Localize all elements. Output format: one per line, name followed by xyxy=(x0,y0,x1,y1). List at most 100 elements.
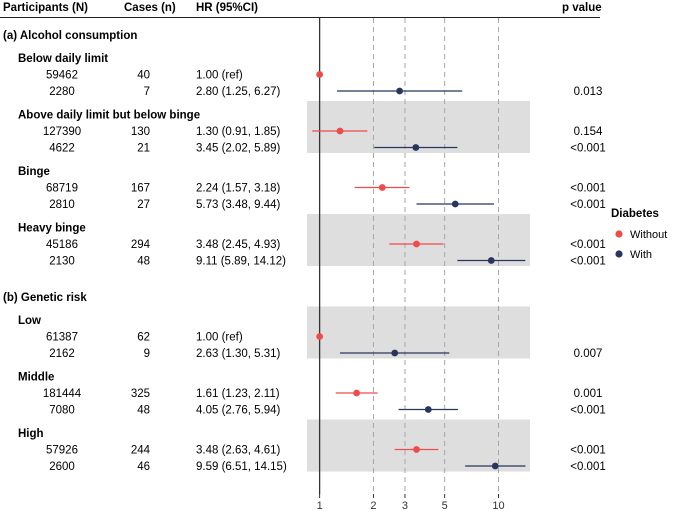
shaded-band xyxy=(307,214,530,266)
participants-cell: 2810 xyxy=(49,199,75,211)
legend: Diabetes Without With xyxy=(611,208,667,261)
legend-label: With xyxy=(630,249,652,261)
hr-ci-cell: 1.00 (ref) xyxy=(196,70,243,82)
cases-cell: 244 xyxy=(131,445,151,457)
participants-cell: 127390 xyxy=(43,126,81,138)
group-label: Middle xyxy=(18,372,54,384)
hr-point xyxy=(412,144,420,151)
shaded-band xyxy=(307,419,530,472)
hr-point xyxy=(413,446,420,453)
hr-point xyxy=(424,406,432,413)
shaded-bands xyxy=(307,101,530,472)
participants-cell: 2280 xyxy=(49,86,75,98)
p-value-cell: <0.001 xyxy=(570,256,606,268)
x-tick-label: 2 xyxy=(370,500,376,511)
hr-markers xyxy=(312,71,526,470)
p-value-cell: <0.001 xyxy=(570,183,606,195)
section-label: (b) Genetic risk xyxy=(3,292,87,304)
cases-cell: 294 xyxy=(131,239,151,251)
hr-point xyxy=(378,184,386,191)
cases-cell: 9 xyxy=(144,348,150,360)
cases-cell: 167 xyxy=(131,183,150,195)
group-label: Low xyxy=(18,315,41,327)
group-label: Below daily limit xyxy=(18,53,108,65)
dashed-gridlines xyxy=(318,18,500,494)
cases-cell: 40 xyxy=(137,70,150,82)
hr-ci-cell: 3.45 (2.02, 5.89) xyxy=(196,143,281,155)
group-label: Heavy binge xyxy=(18,223,86,235)
x-tick-label: 10 xyxy=(492,500,504,511)
header-hr: HR (95%CI) xyxy=(196,2,258,14)
hr-ci-cell: 2.80 (1.25, 6.27) xyxy=(196,86,281,98)
hr-ci-cell: 9.59 (6.51, 14.15) xyxy=(196,461,287,473)
x-axis: 1 2 3 5 10 xyxy=(317,494,505,511)
hr-ci-cell: 5.73 (3.48, 9.44) xyxy=(196,199,281,211)
group-label: High xyxy=(18,428,44,440)
hr-point xyxy=(316,71,324,78)
p-value-cell: 0.007 xyxy=(574,348,603,360)
header-cases: Cases (n) xyxy=(124,2,176,14)
hr-point xyxy=(316,333,324,340)
hr-point xyxy=(487,257,495,264)
hr-ci-cell: 1.00 (ref) xyxy=(196,332,243,344)
participants-cell: 68719 xyxy=(46,183,78,195)
cases-cell: 62 xyxy=(137,332,150,344)
shaded-band xyxy=(307,306,530,359)
legend-swatch xyxy=(615,230,623,238)
header-participants: Participants (N) xyxy=(3,2,88,14)
participants-cell: 59462 xyxy=(46,70,78,82)
hr-ci-cell: 3.48 (2.63, 4.61) xyxy=(196,445,281,457)
hr-ci-cell: 3.48 (2.45, 4.93) xyxy=(196,239,281,251)
p-value-cell: <0.001 xyxy=(570,143,606,155)
participants-cell: 57926 xyxy=(46,445,78,457)
p-value-cell: <0.001 xyxy=(570,461,606,473)
participants-cell: 2162 xyxy=(49,348,75,360)
hr-point xyxy=(336,127,344,135)
header-p-value: p value xyxy=(562,2,602,14)
participants-cell: 2130 xyxy=(49,256,75,268)
x-tick-label: 3 xyxy=(402,500,408,511)
hr-ci-cell: 4.05 (2.76, 5.94) xyxy=(196,405,281,417)
hr-ci-cell: 2.63 (1.30, 5.31) xyxy=(196,348,281,360)
cases-cell: 21 xyxy=(137,143,150,155)
p-value-cell: <0.001 xyxy=(570,405,606,417)
group-label: Binge xyxy=(18,166,50,178)
legend-title: Diabetes xyxy=(611,208,659,220)
hr-ci-cell: 1.30 (0.91, 1.85) xyxy=(196,126,281,138)
participants-cell: 45186 xyxy=(46,239,78,251)
hr-point xyxy=(451,200,459,208)
p-value-cell: <0.001 xyxy=(570,445,606,457)
shaded-band xyxy=(307,101,530,153)
participants-cell: 4622 xyxy=(49,143,75,155)
hr-point xyxy=(391,349,399,357)
data-table: (a) Alcohol consumption Below daily limit… xyxy=(3,30,606,473)
hr-point xyxy=(491,462,499,470)
p-value-cell: <0.001 xyxy=(570,199,606,211)
participants-cell: 61387 xyxy=(46,332,78,344)
p-value-cell: 0.001 xyxy=(574,388,603,400)
hr-point xyxy=(413,240,420,248)
x-tick-label: 1 xyxy=(317,500,323,511)
cases-cell: 130 xyxy=(131,126,150,138)
participants-cell: 181444 xyxy=(43,388,82,400)
p-value-cell: 0.154 xyxy=(574,126,603,138)
p-value-cell: 0.013 xyxy=(574,86,603,98)
cases-cell: 7 xyxy=(144,86,150,98)
hr-ci-cell: 9.11 (5.89, 14.12) xyxy=(196,256,286,268)
cases-cell: 48 xyxy=(137,405,150,417)
section-label: (a) Alcohol consumption xyxy=(3,30,137,42)
p-value-cell: <0.001 xyxy=(570,239,606,251)
cases-cell: 325 xyxy=(131,388,150,400)
hr-point xyxy=(353,389,361,397)
participants-cell: 7080 xyxy=(49,405,75,417)
hr-point xyxy=(396,87,404,95)
cases-cell: 46 xyxy=(137,461,150,473)
cases-cell: 27 xyxy=(137,199,150,211)
participants-cell: 2600 xyxy=(49,461,75,473)
hr-ci-cell: 1.61 (1.23, 2.11) xyxy=(196,388,280,400)
legend-swatch xyxy=(615,250,623,258)
hr-ci-cell: 2.24 (1.57, 3.18) xyxy=(196,183,281,195)
legend-label: Without xyxy=(630,229,667,241)
group-label: Above daily limit but below binge xyxy=(18,110,200,122)
